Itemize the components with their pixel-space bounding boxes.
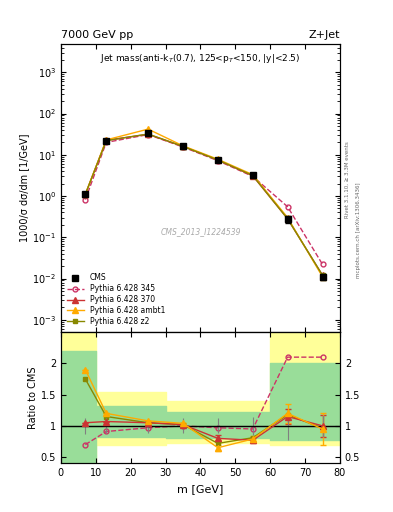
Text: mcplots.cern.ch [arXiv:1306.3436]: mcplots.cern.ch [arXiv:1306.3436] bbox=[356, 183, 361, 278]
Legend: CMS, Pythia 6.428 345, Pythia 6.428 370, Pythia 6.428 ambt1, Pythia 6.428 z2: CMS, Pythia 6.428 345, Pythia 6.428 370,… bbox=[65, 271, 167, 328]
Y-axis label: Ratio to CMS: Ratio to CMS bbox=[28, 367, 38, 429]
Text: Rivet 3.1.10, ≥ 3.3M events: Rivet 3.1.10, ≥ 3.3M events bbox=[345, 141, 350, 218]
Y-axis label: 1000/σ dσ/dm [1/GeV]: 1000/σ dσ/dm [1/GeV] bbox=[19, 134, 29, 242]
Text: 7000 GeV pp: 7000 GeV pp bbox=[61, 30, 133, 40]
X-axis label: m [GeV]: m [GeV] bbox=[177, 484, 224, 494]
Text: CMS_2013_I1224539: CMS_2013_I1224539 bbox=[160, 227, 241, 236]
Text: Jet mass(anti-k$_T$(0.7), 125<p$_T$<150, |y|<2.5): Jet mass(anti-k$_T$(0.7), 125<p$_T$<150,… bbox=[100, 52, 301, 65]
Text: Z+Jet: Z+Jet bbox=[309, 30, 340, 40]
